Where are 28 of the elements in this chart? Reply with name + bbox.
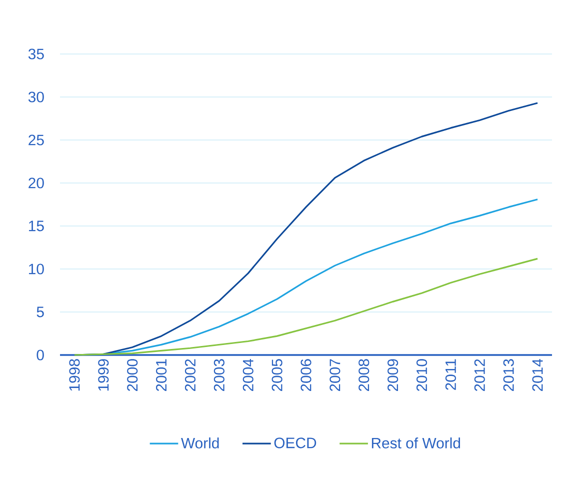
y-tick-label: 5 — [36, 306, 44, 318]
legend-label: Rest of World — [372, 437, 460, 448]
x-tick-label: 2006 — [300, 359, 312, 392]
y-tick-label: 25 — [28, 134, 44, 146]
legend-label: World — [181, 437, 219, 448]
legend-label: OECD — [274, 438, 316, 448]
x-tick-label: 2003 — [214, 359, 224, 392]
x-tick-label: 2010 — [416, 359, 428, 392]
x-tick-label: 2004 — [242, 358, 254, 392]
x-tick-label: 2012 — [474, 359, 485, 392]
x-tick-label: 2005 — [272, 359, 282, 392]
y-tick-label: 15 — [29, 220, 44, 232]
y-tick-label: 20 — [28, 178, 44, 188]
x-tick-label: 2000 — [127, 359, 138, 392]
y-tick-label: 10 — [29, 264, 44, 274]
x-tick-label: 2013 — [503, 359, 514, 392]
y-tick-label: 30 — [28, 92, 44, 102]
x-tick-label: 2009 — [388, 359, 398, 392]
y-tick-label: 0 — [36, 350, 44, 360]
x-tick-label: 2007 — [330, 359, 340, 392]
x-tick-label: 1998 — [69, 359, 80, 391]
x-tick-label: 2014 — [532, 358, 543, 392]
x-tick-label: 1999 — [98, 359, 109, 391]
y-tick-label: 35 — [28, 48, 44, 60]
x-tick-label: 2002 — [184, 359, 196, 392]
x-tick-label: 2011 — [445, 359, 456, 390]
x-tick-label: 2008 — [358, 359, 370, 392]
x-tick-label: 2001 — [156, 359, 167, 392]
